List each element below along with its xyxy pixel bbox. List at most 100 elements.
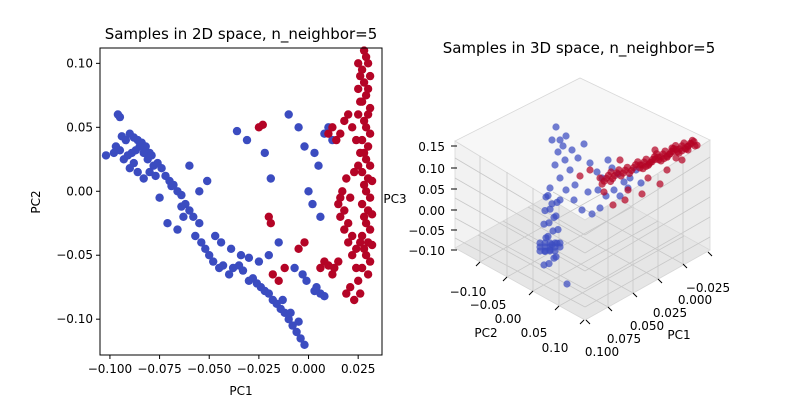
data-point-class-0 (185, 161, 194, 170)
data-point-class-0 (238, 266, 248, 275)
data-point-3d-class-0 (556, 136, 564, 144)
data-point-3d-class-1 (644, 174, 652, 182)
y-tick-label: 0.05 (66, 120, 93, 134)
y-tick-label: 0.10 (542, 341, 569, 355)
data-point-class-1 (359, 78, 369, 87)
y-tick-label: −0.05 (470, 298, 507, 312)
data-point-class-0 (290, 263, 299, 273)
data-point-3d-class-0 (544, 192, 552, 200)
data-point-3d-class-0 (552, 123, 560, 131)
data-point-class-0 (288, 321, 297, 330)
data-point-class-1 (266, 219, 275, 228)
data-point-class-0 (294, 123, 303, 132)
data-point-class-0 (143, 155, 152, 164)
data-point-class-1 (354, 59, 363, 68)
data-point-class-1 (359, 116, 369, 126)
data-point-class-0 (209, 257, 218, 266)
data-point-class-0 (145, 167, 154, 177)
data-point-class-0 (141, 142, 150, 151)
data-point-class-0 (316, 212, 325, 221)
chart-3d-y-ticks: −0.10 −0.05 0.00 0.05 0.10 (450, 261, 585, 355)
data-point-class-0 (226, 244, 236, 253)
data-point-class-1 (338, 187, 347, 196)
data-point-class-1 (363, 59, 373, 68)
chart-2d-title: Samples in 2D space, n_neighbor=5 (105, 25, 378, 44)
data-point-class-0 (191, 231, 200, 241)
data-point-class-1 (340, 116, 349, 126)
data-point-3d-class-0 (620, 178, 628, 186)
data-point-3d-class-0 (544, 232, 552, 240)
data-point-3d-class-1 (621, 196, 629, 204)
data-point-class-0 (139, 148, 148, 158)
x-tick-label: 0.100 (585, 345, 619, 359)
data-point-3d-class-1 (600, 188, 608, 196)
data-point-class-1 (352, 263, 361, 273)
data-point-class-1 (344, 219, 353, 228)
data-point-class-0 (284, 110, 293, 119)
x-tick-label: −0.075 (137, 362, 181, 376)
data-point-class-0 (125, 164, 134, 173)
y-tick-label: −0.05 (56, 248, 93, 262)
chart-3d-points (536, 123, 701, 288)
data-point-class-1 (280, 263, 289, 273)
data-point-class-0 (264, 289, 273, 298)
data-point-class-1 (342, 174, 351, 183)
data-point-class-1 (363, 270, 373, 279)
data-point-class-1 (340, 206, 349, 215)
data-point-class-1 (344, 110, 353, 119)
data-point-class-1 (365, 161, 375, 170)
data-point-class-0 (177, 190, 186, 200)
data-point-class-0 (254, 257, 264, 266)
data-point-class-0 (242, 135, 252, 145)
data-point-class-0 (195, 187, 204, 196)
data-point-class-0 (310, 286, 319, 296)
data-point-class-1 (334, 257, 343, 266)
chart-2d-x-ticks: −0.100 −0.075 −0.050 −0.025 0.000 0.025 (88, 355, 375, 376)
data-point-3d-class-1 (668, 144, 676, 152)
chart-3d-z-ticks: −0.10 −0.05 0.00 0.05 0.10 0.15 (408, 140, 457, 258)
data-point-class-0 (119, 155, 128, 164)
y-tick-label: 0.05 (521, 326, 548, 340)
data-point-class-1 (350, 295, 359, 305)
data-point-class-1 (348, 231, 357, 241)
data-point-class-0 (308, 199, 317, 209)
data-point-class-1 (357, 231, 367, 241)
data-point-3d-class-1 (691, 142, 699, 150)
data-point-3d-class-0 (545, 260, 553, 268)
data-point-class-0 (163, 219, 172, 228)
data-point-3d-class-1 (663, 166, 671, 174)
data-point-class-0 (320, 292, 329, 301)
data-point-class-1 (357, 65, 367, 74)
data-point-class-0 (236, 251, 246, 260)
data-point-3d-class-1 (672, 154, 680, 162)
data-point-class-1 (336, 212, 345, 221)
data-point-class-0 (173, 225, 182, 234)
data-point-3d-class-1 (616, 156, 624, 164)
data-point-class-0 (260, 148, 269, 158)
data-point-class-0 (201, 244, 210, 253)
chart-2d-y-ticks: −0.10 −0.05 0.00 0.05 0.10 (56, 56, 100, 326)
data-point-3d-class-0 (562, 132, 570, 140)
data-point-class-0 (151, 171, 160, 181)
data-point-class-1 (361, 91, 371, 100)
data-point-class-1 (365, 71, 375, 81)
data-point-3d-class-1 (651, 146, 659, 154)
data-point-3d-class-0 (570, 196, 578, 204)
data-point-class-0 (286, 308, 295, 317)
chart-2d-y-label: PC2 (29, 190, 43, 213)
data-point-class-1 (274, 276, 283, 285)
data-point-class-0 (218, 261, 228, 270)
data-point-class-1 (350, 167, 359, 177)
data-point-3d-class-0 (548, 136, 556, 144)
data-point-class-1 (268, 270, 277, 279)
data-point-class-0 (177, 202, 186, 211)
data-point-class-1 (342, 289, 351, 298)
z-tick-label: 0.05 (418, 183, 445, 197)
data-point-3d-class-0 (546, 239, 554, 247)
data-point-class-1 (332, 135, 341, 145)
data-point-class-1 (356, 289, 365, 298)
data-point-3d-class-0 (554, 226, 562, 234)
data-point-class-1 (356, 148, 365, 158)
y-tick-label: −0.10 (56, 312, 93, 326)
data-point-3d-class-0 (586, 159, 594, 167)
